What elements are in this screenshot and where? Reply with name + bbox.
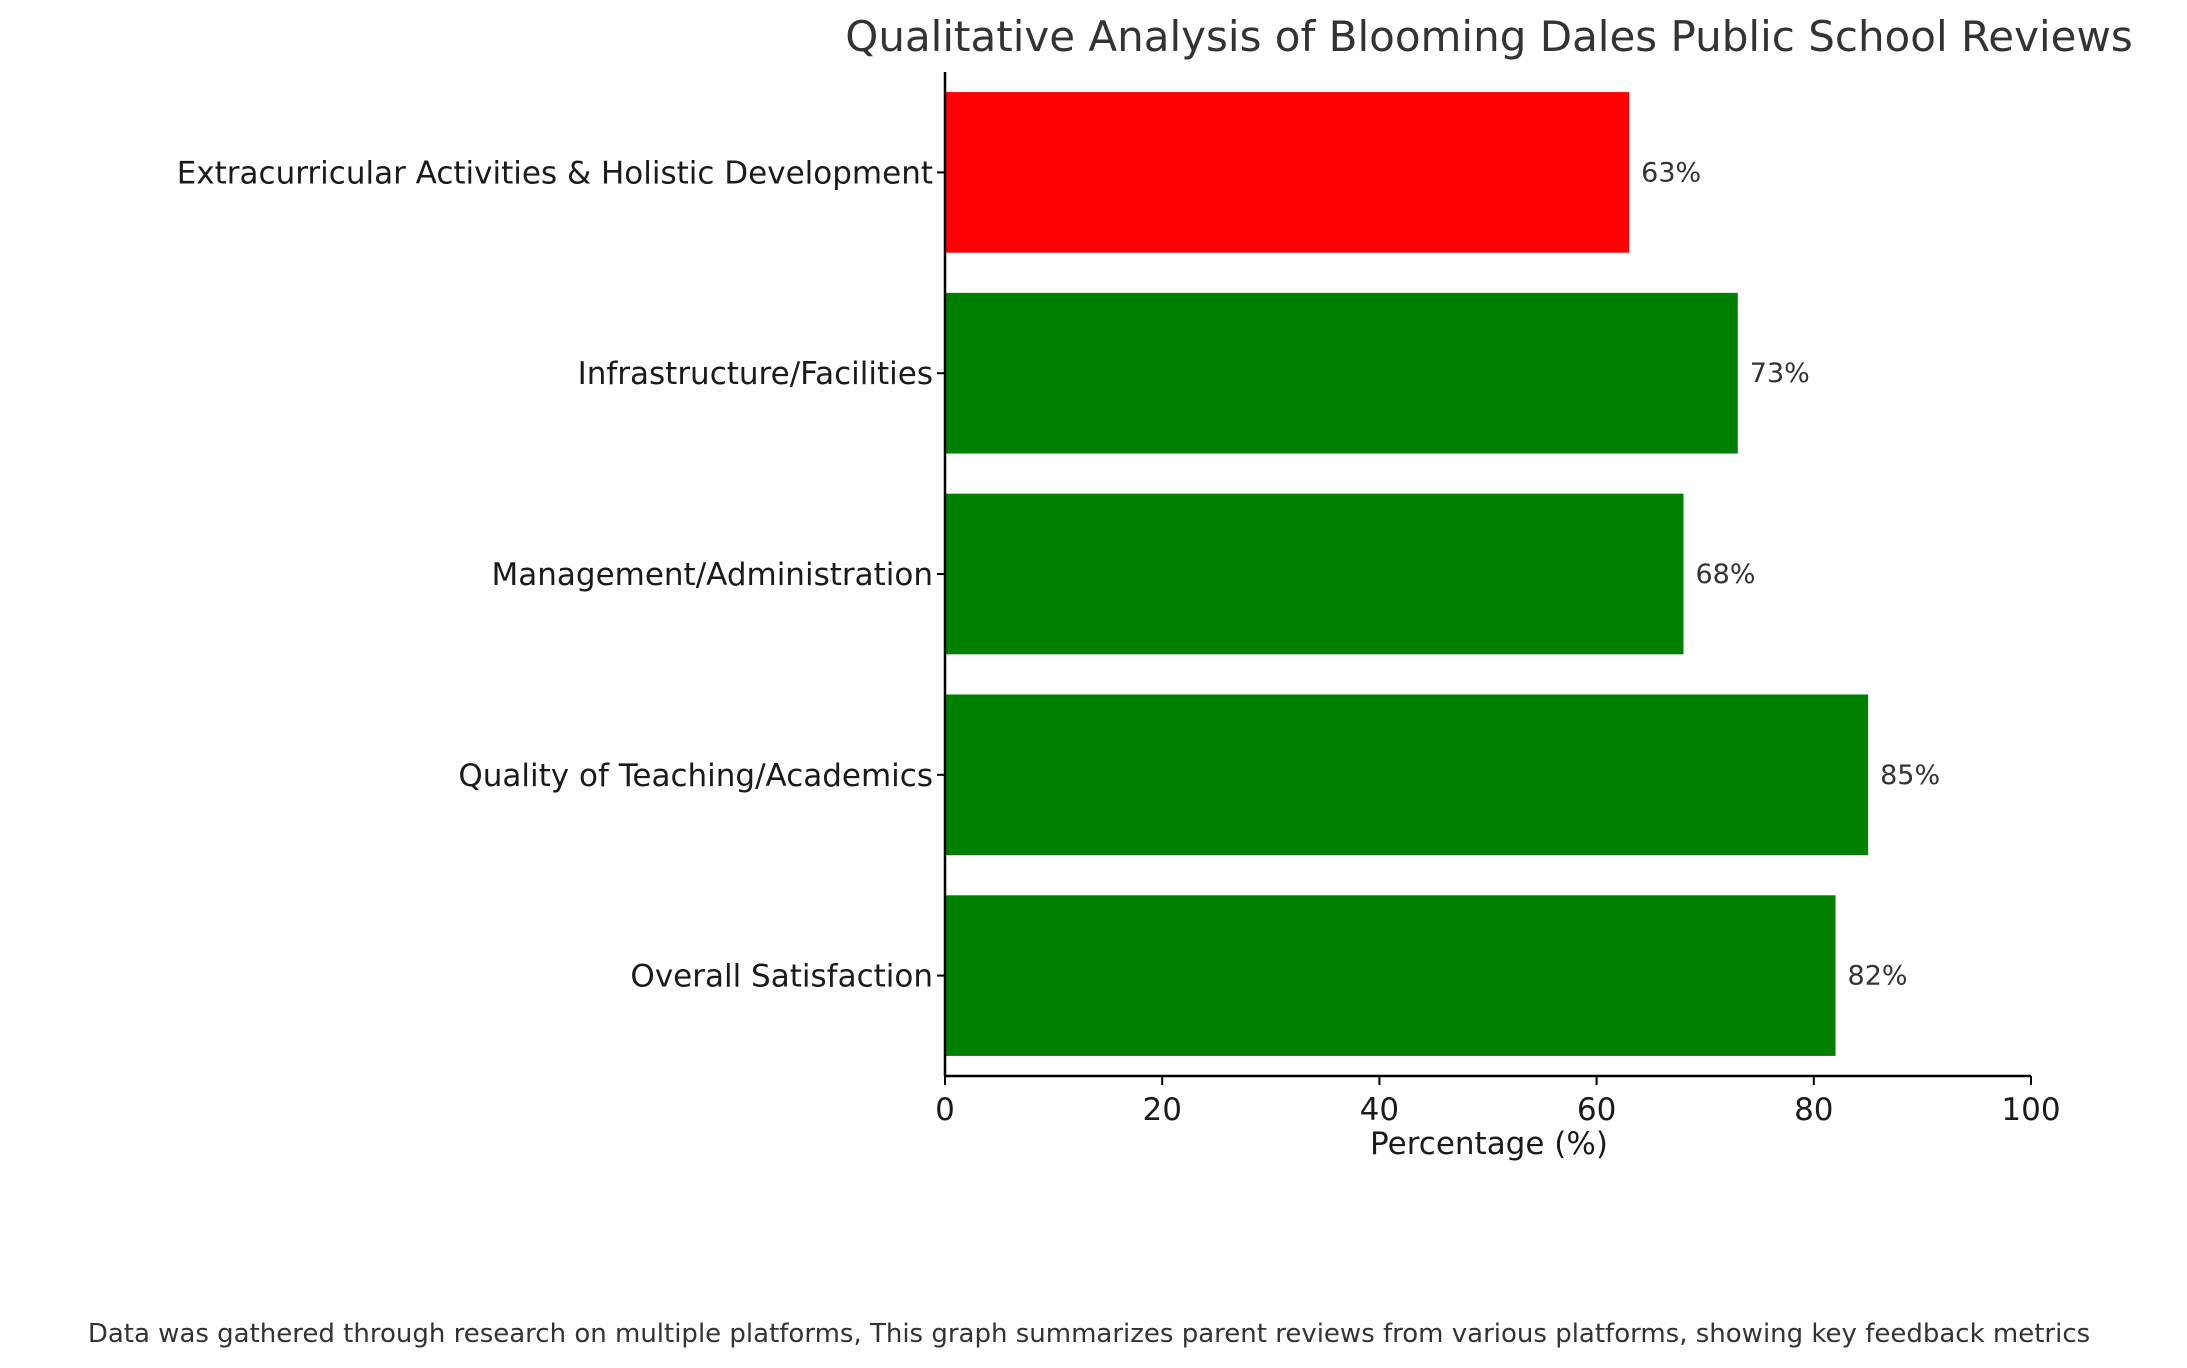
x-tick-label: 80 xyxy=(1794,1092,1833,1128)
x-tick-label: 40 xyxy=(1360,1092,1399,1128)
axes xyxy=(937,72,2031,1078)
data-labels: 82% 85% 68% 73% 63% xyxy=(1641,157,1940,991)
x-tick-label: 20 xyxy=(1142,1092,1181,1128)
category-label: Overall Satisfaction xyxy=(630,959,933,995)
bar-0 xyxy=(945,895,1836,1056)
bar-4 xyxy=(945,92,1630,253)
chart-title: Qualitative Analysis of Blooming Dales P… xyxy=(845,12,2132,61)
x-axis-title: Percentage (%) xyxy=(1370,1126,1608,1162)
x-axis-ticks: 0 20 40 60 80 100 xyxy=(935,1076,2061,1128)
bars-group xyxy=(945,92,1869,1056)
x-tick-label: 0 xyxy=(935,1092,955,1128)
data-label: 73% xyxy=(1750,358,1810,389)
category-label: Extracurricular Activities & Holistic De… xyxy=(177,155,933,191)
data-label: 68% xyxy=(1695,559,1755,590)
bar-2 xyxy=(945,493,1684,655)
category-label: Infrastructure/Facilities xyxy=(578,356,933,392)
category-label: Management/Administration xyxy=(492,557,934,593)
category-labels: Overall Satisfaction Quality of Teaching/… xyxy=(177,155,933,994)
data-label: 85% xyxy=(1880,760,1940,791)
x-tick-label: 100 xyxy=(2001,1092,2060,1128)
category-label: Quality of Teaching/Academics xyxy=(458,758,933,794)
data-label: 82% xyxy=(1848,961,1908,992)
data-label: 63% xyxy=(1641,157,1701,188)
footnote: Data was gathered through research on mu… xyxy=(88,1319,2090,1349)
bar-1 xyxy=(945,694,1869,856)
x-tick-label: 60 xyxy=(1577,1092,1616,1128)
bar-3 xyxy=(945,292,1738,454)
